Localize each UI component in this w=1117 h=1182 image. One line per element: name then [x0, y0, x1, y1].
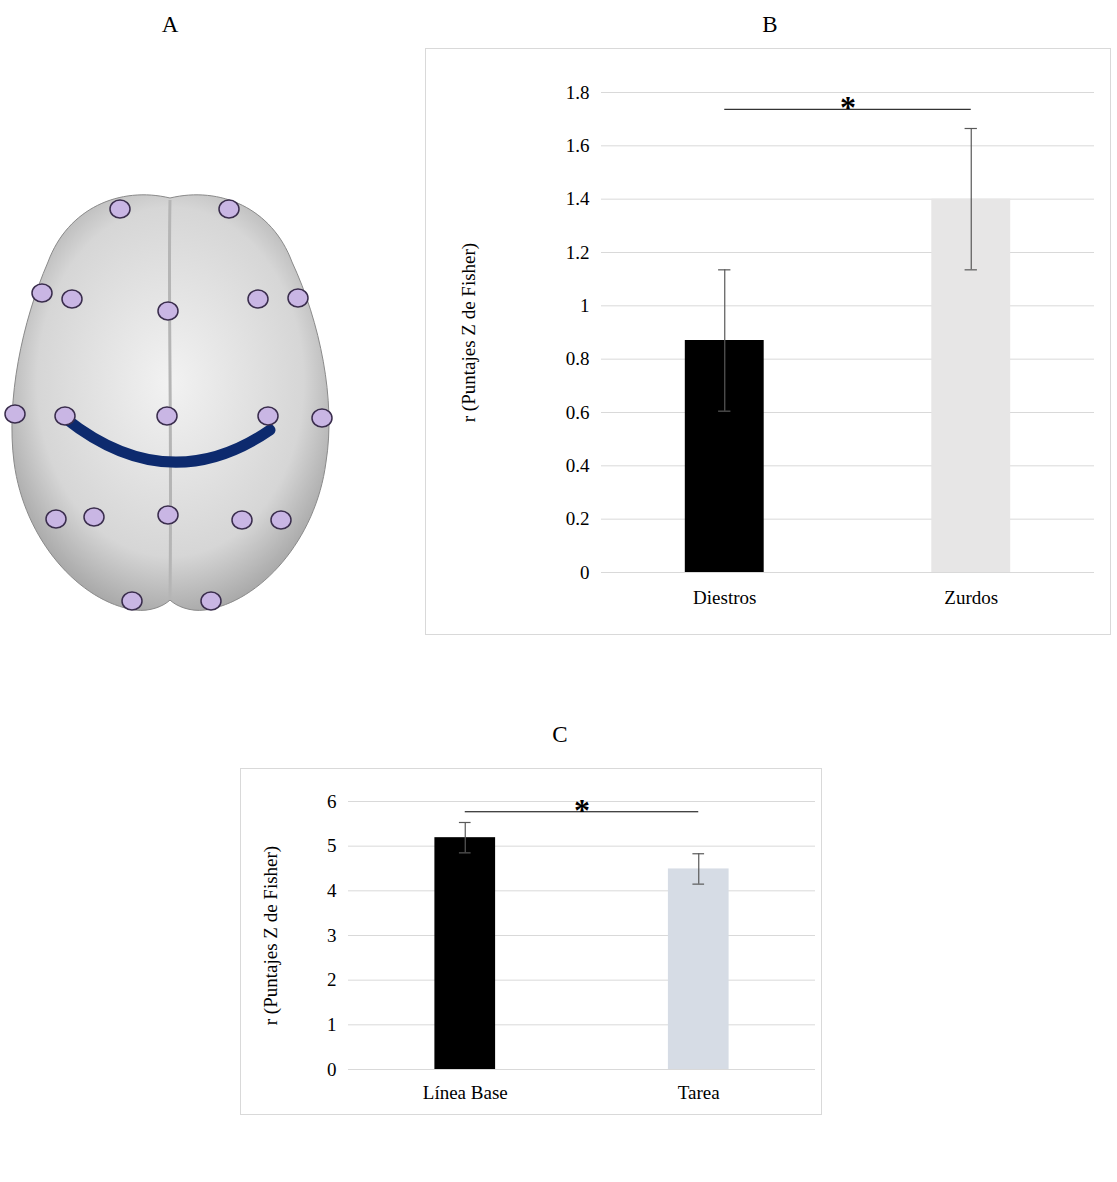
svg-text:0.4: 0.4: [566, 455, 590, 476]
svg-text:*: *: [574, 792, 590, 828]
svg-text:4: 4: [327, 880, 337, 901]
svg-text:0.2: 0.2: [566, 508, 590, 529]
svg-text:0: 0: [327, 1059, 337, 1080]
svg-text:5: 5: [327, 835, 337, 856]
svg-text:2: 2: [327, 969, 337, 990]
svg-text:0: 0: [580, 562, 590, 583]
svg-text:6: 6: [327, 791, 337, 812]
svg-text:0.8: 0.8: [566, 348, 590, 369]
svg-text:1.8: 1.8: [566, 82, 590, 103]
svg-text:1: 1: [580, 295, 590, 316]
svg-text:1.2: 1.2: [566, 242, 590, 263]
svg-text:Zurdos: Zurdos: [944, 587, 998, 608]
svg-text:1.4: 1.4: [566, 188, 590, 209]
svg-text:*: *: [840, 89, 856, 125]
svg-text:1.6: 1.6: [566, 135, 590, 156]
svg-text:0.6: 0.6: [566, 402, 590, 423]
svg-text:Línea Base: Línea Base: [423, 1082, 508, 1103]
svg-text:Diestros: Diestros: [693, 587, 756, 608]
svg-text:3: 3: [327, 925, 337, 946]
html-text:C: C: [552, 722, 568, 747]
html-text:A: A: [161, 12, 179, 37]
svg-text:r (Puntajes Z de Fisher): r (Puntajes Z de Fisher): [458, 243, 480, 422]
svg-text:Tarea: Tarea: [678, 1082, 720, 1103]
svg-text:r (Puntajes Z de Fisher): r (Puntajes Z de Fisher): [260, 846, 282, 1025]
html-text:B: B: [762, 12, 778, 37]
svg-text:1: 1: [327, 1014, 337, 1035]
